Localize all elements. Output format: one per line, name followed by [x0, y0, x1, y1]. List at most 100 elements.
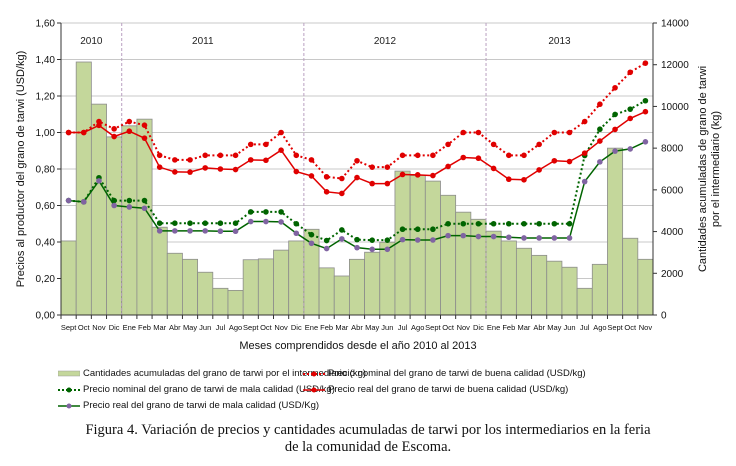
- x-tick-label: Dic: [291, 323, 302, 332]
- data-point-2: [566, 158, 573, 165]
- data-point-1: [627, 106, 634, 112]
- data-point-3: [490, 233, 497, 240]
- data-point-1: [536, 220, 542, 227]
- data-point-3: [96, 178, 102, 184]
- data-point-0: [308, 157, 315, 163]
- data-point-3: [323, 245, 330, 252]
- data-point-0: [217, 152, 224, 159]
- data-point-0: [627, 69, 634, 76]
- x-tick-label: Ago: [593, 323, 606, 332]
- data-point-3: [202, 228, 209, 234]
- data-point-2: [156, 164, 163, 170]
- data-point-0: [172, 157, 178, 163]
- year-label: 2013: [548, 36, 571, 47]
- data-point-3: [187, 228, 193, 234]
- data-point-1: [505, 220, 512, 227]
- data-point-0: [460, 129, 467, 136]
- data-point-1: [475, 220, 482, 227]
- data-point-2: [308, 173, 315, 179]
- y-right-tick-label: 0: [661, 311, 667, 322]
- bar: [485, 230, 502, 316]
- data-point-0: [141, 122, 148, 128]
- data-point-0: [232, 152, 239, 159]
- y-right-axis-title-line1: Cantidades acumuladas de grano de tarwi: [697, 66, 709, 272]
- data-point-1: [308, 231, 315, 238]
- bar: [424, 180, 441, 316]
- x-tick-label: Mar: [335, 323, 348, 332]
- data-point-2: [445, 163, 451, 170]
- data-point-2: [172, 169, 178, 175]
- y-right-tick-label: 10000: [661, 102, 689, 113]
- bar: [273, 249, 290, 316]
- x-tick-label: Abr: [351, 323, 363, 332]
- data-point-0: [111, 126, 117, 132]
- x-tick-label: Sept: [425, 323, 441, 332]
- bar: [591, 263, 608, 316]
- bar: [60, 240, 77, 316]
- data-point-3: [627, 146, 634, 152]
- data-point-3: [475, 233, 482, 240]
- bar: [212, 287, 229, 316]
- x-tick-label: Jun: [563, 323, 575, 332]
- data-point-3: [247, 218, 254, 225]
- legend-bars: Cantidades acumuladas del grano de tarwi…: [58, 368, 366, 379]
- x-tick-label: May: [183, 323, 197, 332]
- bar: [106, 136, 123, 316]
- year-label: 2010: [80, 36, 103, 47]
- bar: [531, 254, 548, 316]
- data-point-1: [263, 209, 269, 215]
- bar: [622, 237, 639, 316]
- data-point-3: [156, 228, 163, 234]
- data-point-2: [460, 154, 467, 161]
- data-point-0: [156, 152, 163, 159]
- bar: [182, 258, 199, 316]
- data-point-3: [278, 219, 284, 225]
- data-point-3: [369, 246, 375, 253]
- y-right-tick-label: 2000: [661, 269, 684, 280]
- data-point-0: [323, 174, 330, 180]
- y-tick-label: 1,60: [36, 19, 56, 30]
- data-point-2: [475, 155, 482, 162]
- legend-series-0: Precio nominal del grano de tarwi de bue…: [303, 368, 586, 379]
- x-tick-label: Feb: [502, 323, 515, 332]
- data-point-2: [642, 108, 649, 115]
- data-point-2: [293, 168, 300, 175]
- data-point-2: [384, 180, 391, 187]
- y-right-tick-label: 12000: [661, 60, 689, 71]
- data-point-3: [642, 139, 649, 145]
- y-tick-label: 1,40: [36, 55, 56, 66]
- bar: [561, 266, 578, 316]
- data-point-1: [460, 220, 467, 227]
- legend-series-2: Precio real del grano de tarwi de buena …: [303, 384, 568, 395]
- data-point-2: [339, 190, 345, 197]
- data-point-2: [430, 172, 436, 179]
- data-point-0: [475, 129, 482, 136]
- bar: [288, 240, 305, 316]
- legend-swatch-2: [303, 387, 325, 392]
- data-point-0: [202, 152, 209, 159]
- bar: [409, 175, 426, 316]
- data-point-1: [247, 209, 254, 215]
- data-point-3: [430, 237, 436, 243]
- data-point-0: [354, 157, 360, 164]
- x-tick-label: Ago: [411, 323, 424, 332]
- series-line-1: [68, 99, 646, 242]
- data-point-1: [354, 236, 360, 243]
- x-tick-label: Mar: [518, 323, 531, 332]
- data-point-3: [581, 178, 588, 185]
- data-point-2: [490, 165, 497, 172]
- data-point-1: [293, 220, 300, 227]
- year-label: 2011: [192, 36, 214, 47]
- x-tick-label: Sept: [61, 323, 77, 332]
- data-point-0: [536, 141, 542, 148]
- data-point-1: [414, 226, 421, 233]
- y-axis-title: Precios al productor del grano de tarwi …: [15, 51, 27, 288]
- data-point-0: [430, 152, 436, 159]
- data-point-1: [384, 237, 391, 243]
- data-point-1: [323, 237, 330, 244]
- data-point-1: [642, 97, 649, 104]
- x-tick-label: Feb: [320, 323, 333, 332]
- legend-series-3: Precio real del grano de tarwi de mala c…: [58, 400, 319, 411]
- data-point-1: [369, 237, 375, 243]
- data-point-3: [445, 232, 451, 239]
